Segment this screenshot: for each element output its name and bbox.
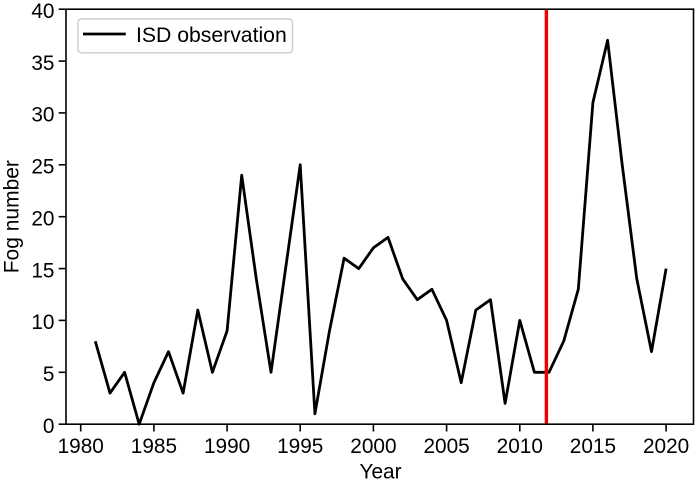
- svg-text:15: 15: [31, 259, 54, 282]
- svg-text:Year: Year: [359, 461, 401, 484]
- svg-text:ISD observation: ISD observation: [136, 24, 287, 47]
- svg-text:1990: 1990: [204, 435, 250, 458]
- svg-text:1995: 1995: [277, 435, 323, 458]
- svg-text:5: 5: [43, 363, 55, 386]
- svg-text:20: 20: [31, 208, 54, 231]
- svg-text:30: 30: [31, 104, 54, 127]
- svg-text:Fog number: Fog number: [1, 160, 24, 273]
- svg-text:2000: 2000: [350, 435, 396, 458]
- svg-text:2005: 2005: [423, 435, 469, 458]
- svg-text:2015: 2015: [570, 435, 616, 458]
- svg-text:35: 35: [31, 52, 54, 75]
- svg-text:2020: 2020: [643, 435, 689, 458]
- svg-text:1980: 1980: [58, 435, 104, 458]
- svg-text:1985: 1985: [131, 435, 177, 458]
- svg-text:0: 0: [43, 415, 55, 438]
- svg-text:40: 40: [31, 0, 54, 23]
- svg-text:25: 25: [31, 156, 54, 179]
- svg-text:10: 10: [31, 311, 54, 334]
- svg-text:2010: 2010: [497, 435, 543, 458]
